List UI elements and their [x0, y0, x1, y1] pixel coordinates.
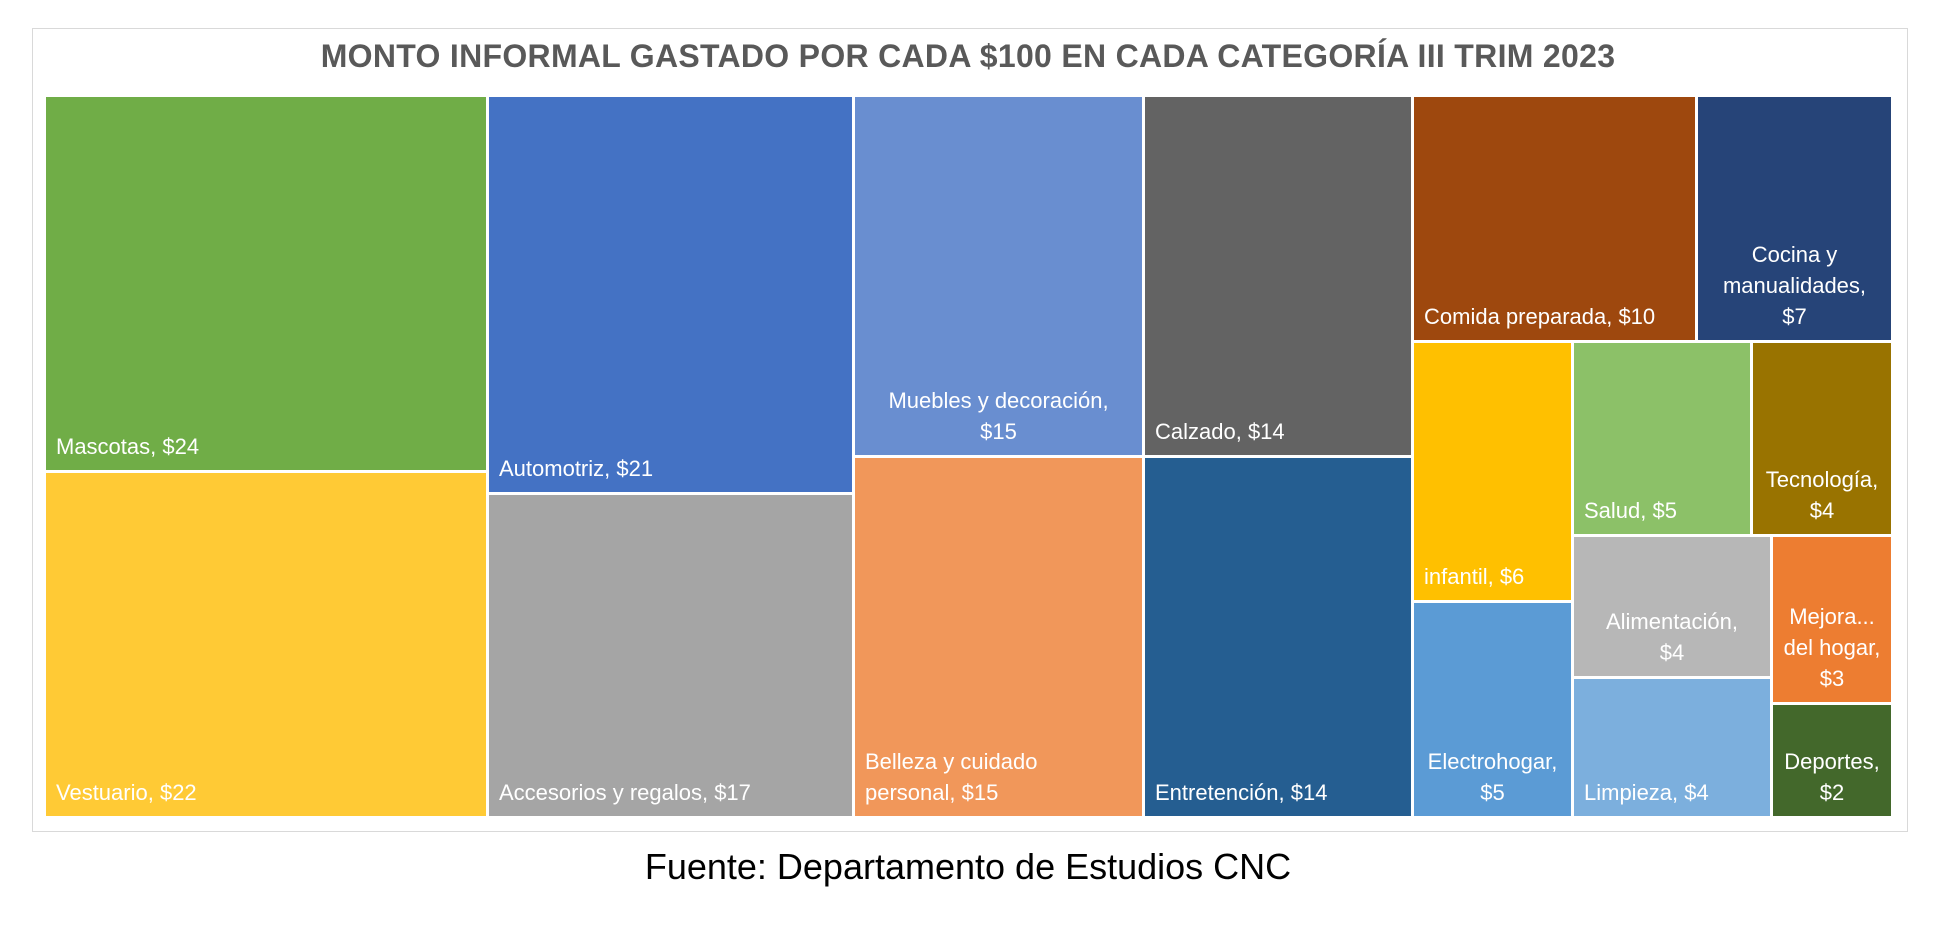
treemap-tile-label: Muebles y decoración, $15 — [888, 388, 1109, 444]
treemap-tile: Calzado, $14 — [1145, 97, 1414, 458]
treemap-tile: Cocina y manualidades, $7 — [1698, 97, 1894, 343]
treemap-tile: Belleza y cuidado personal, $15 — [855, 458, 1145, 819]
treemap-plot: Mascotas, $24 Vestuario, $22 Automotriz, $… — [46, 97, 1894, 819]
treemap-tile: Mascotas, $24 — [46, 97, 489, 473]
chart-title: MONTO INFORMAL GASTADO POR CADA $100 EN … — [320, 38, 1616, 74]
treemap-tile: Vestuario, $22 — [46, 473, 489, 819]
treemap-tile-label: Cocina y manualidades, $7 — [1722, 242, 1867, 329]
treemap-tile: Tecnología, $4 — [1753, 343, 1894, 537]
treemap-tile: Automotriz, $21 — [489, 97, 855, 495]
treemap-tile: Alimentación, $4 — [1574, 537, 1773, 679]
treemap-tile-label: Deportes, $2 — [1784, 749, 1880, 805]
treemap-tile-label: Alimentación, $4 — [1605, 609, 1739, 665]
treemap-tile: Electrohogar, $5 — [1414, 603, 1574, 819]
treemap-tile-label: Mejora... del hogar, $3 — [1783, 604, 1881, 691]
treemap-tile: infantil, $6 — [1414, 343, 1574, 603]
treemap-tile-label: Entretención, $14 — [1155, 780, 1328, 805]
treemap-tile-label: Accesorios y regalos, $17 — [499, 780, 751, 805]
treemap-tile: Comida preparada, $10 — [1414, 97, 1698, 343]
treemap-tile-label: infantil, $6 — [1424, 564, 1525, 589]
source-caption: Fuente: Departamento de Estudios CNC — [644, 846, 1292, 887]
treemap-tile-label: Calzado, $14 — [1155, 419, 1285, 444]
treemap-tile-label: Comida preparada, $10 — [1424, 304, 1656, 329]
treemap-tile: Accesorios y regalos, $17 — [489, 495, 855, 819]
treemap-tile: Muebles y decoración, $15 — [855, 97, 1145, 458]
treemap-tile: Deportes, $2 — [1773, 705, 1894, 819]
treemap-tile-label: Vestuario, $22 — [56, 780, 197, 805]
treemap-tile-label: Tecnología, $4 — [1765, 467, 1879, 523]
treemap-tile: Entretención, $14 — [1145, 458, 1414, 819]
treemap-tile-label: Electrohogar, $5 — [1427, 749, 1558, 805]
treemap-tile-label: Salud, $5 — [1584, 498, 1677, 523]
treemap-tile-label: Limpieza, $4 — [1584, 780, 1709, 805]
treemap-tile: Limpieza, $4 — [1574, 679, 1773, 819]
treemap-tile-label: Automotriz, $21 — [499, 456, 654, 481]
treemap-tile-label: Belleza y cuidado personal, $15 — [865, 749, 1038, 805]
treemap-tile-label: Mascotas, $24 — [56, 434, 200, 459]
treemap-tile: Salud, $5 — [1574, 343, 1753, 537]
treemap-tile: Mejora... del hogar, $3 — [1773, 537, 1894, 705]
